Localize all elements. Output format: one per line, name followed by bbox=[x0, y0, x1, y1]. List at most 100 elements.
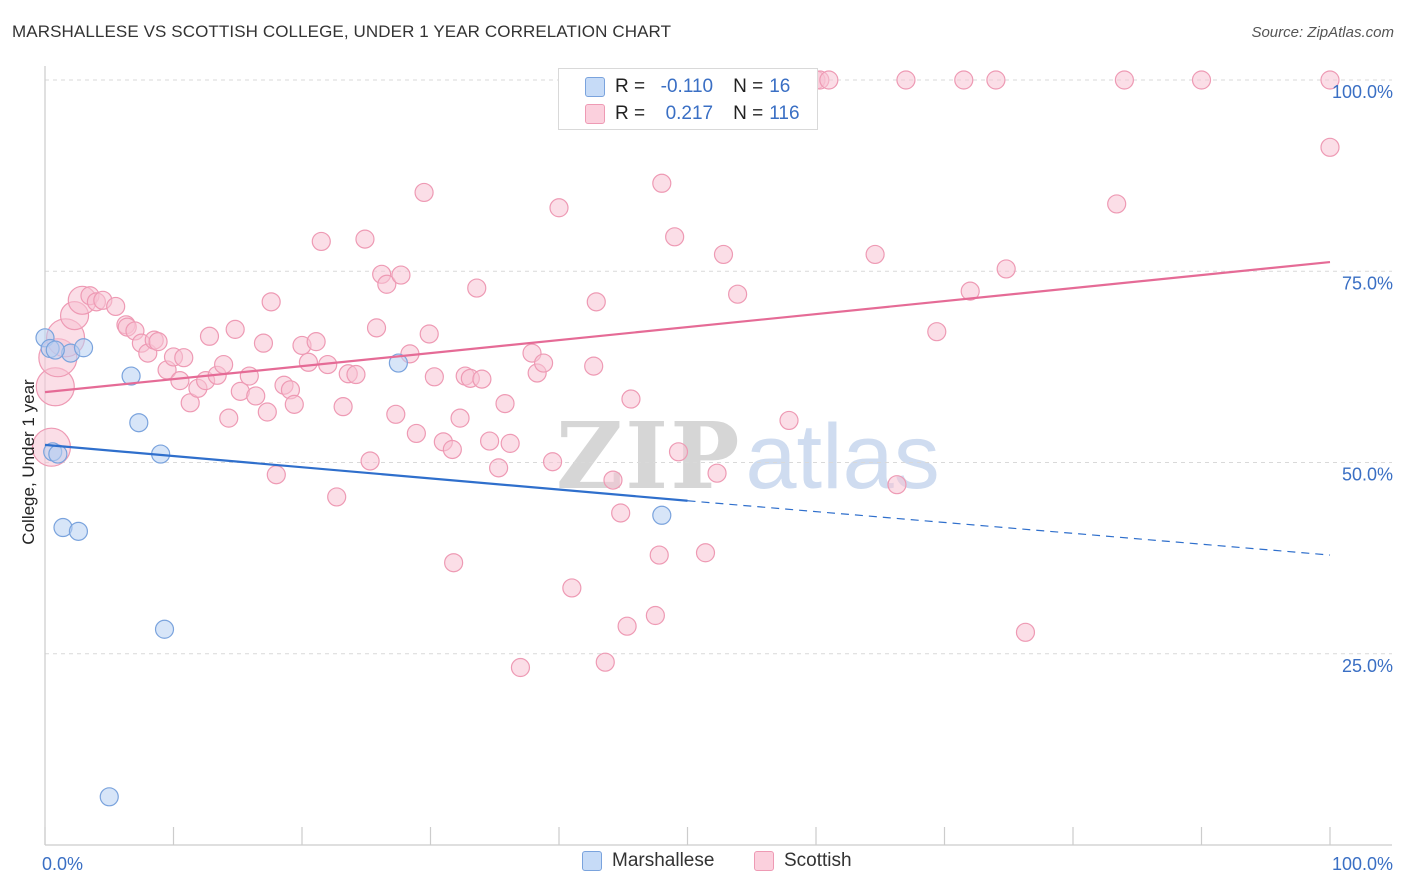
scottish-point bbox=[713, 244, 734, 265]
marshallese-point bbox=[388, 353, 408, 373]
scottish-point bbox=[170, 371, 190, 391]
scottish-point bbox=[442, 439, 462, 460]
scottish-point bbox=[246, 386, 266, 406]
scottish-point bbox=[424, 367, 444, 387]
scottish-point bbox=[954, 70, 974, 90]
legend-row-marshallese: R = -0.110 N = 16 bbox=[585, 75, 790, 99]
scottish-point bbox=[327, 487, 347, 507]
scottish-point bbox=[148, 332, 168, 352]
scottish-point bbox=[346, 364, 366, 385]
scottish-swatch bbox=[585, 104, 605, 124]
scottish-point bbox=[542, 452, 563, 472]
scottish-point bbox=[444, 553, 464, 573]
scottish-point bbox=[174, 348, 194, 368]
scottish-point bbox=[386, 404, 406, 424]
trend-layer bbox=[44, 260, 1331, 556]
scottish-point bbox=[819, 70, 839, 90]
scottish-point bbox=[214, 354, 234, 375]
scottish-point bbox=[645, 605, 665, 626]
scottish-point bbox=[306, 332, 326, 352]
scottish-point bbox=[617, 616, 637, 636]
scottish-point bbox=[414, 182, 434, 203]
scottish-point bbox=[106, 296, 126, 317]
source-note: Source: ZipAtlas.com bbox=[1251, 24, 1394, 41]
scottish-point bbox=[510, 657, 531, 678]
scottish-point bbox=[1320, 70, 1340, 90]
marshallese-swatch bbox=[582, 851, 602, 871]
series-legend: Marshallese Scottish bbox=[0, 850, 1406, 878]
scottish-point bbox=[986, 70, 1006, 90]
points-layer bbox=[31, 70, 1340, 807]
marshallese-point bbox=[48, 444, 68, 464]
scottish-point bbox=[960, 281, 980, 301]
label-layer: 25.0% 50.0% 75.0% 100.0% 0.0% 100.0% College, … bbox=[19, 82, 1393, 874]
scottish-point bbox=[1191, 70, 1212, 90]
legend-item-marshallese[interactable]: Marshallese bbox=[582, 850, 714, 872]
stats-legend: R = -0.110 N = 16 R = 0.217 N = 116 bbox=[558, 68, 818, 130]
scottish-point bbox=[495, 393, 515, 414]
scottish-point bbox=[391, 265, 411, 285]
y-tick-label: 50.0% bbox=[1342, 465, 1393, 485]
scottish-point bbox=[584, 356, 604, 376]
scottish-swatch bbox=[754, 851, 774, 871]
scottish-point bbox=[533, 353, 554, 373]
marshallese-trendline bbox=[44, 443, 688, 502]
r-label: R = bbox=[615, 103, 646, 124]
scottish-point bbox=[695, 543, 716, 563]
scottish-point bbox=[611, 503, 631, 523]
r-value: -0.110 bbox=[660, 76, 714, 97]
axis-layer bbox=[44, 66, 1392, 846]
marshallese-point bbox=[129, 413, 149, 433]
scottish-point bbox=[652, 173, 672, 193]
scottish-point bbox=[649, 545, 669, 565]
marshallese-point bbox=[73, 338, 94, 358]
marshallese-trendline-extension bbox=[687, 500, 1331, 556]
scottish-point bbox=[549, 198, 569, 218]
legend-label: Marshallese bbox=[612, 850, 715, 871]
legend-item-scottish[interactable]: Scottish bbox=[754, 850, 852, 872]
chart-title: MARSHALLESE VS SCOTTISH COLLEGE, UNDER 1… bbox=[12, 22, 672, 41]
marshallese-point bbox=[154, 619, 175, 639]
marshallese-point bbox=[652, 505, 672, 525]
scottish-point bbox=[261, 292, 281, 312]
scottish-point bbox=[366, 318, 387, 338]
scottish-point bbox=[665, 227, 685, 247]
scottish-point bbox=[1320, 137, 1340, 157]
marshallese-point bbox=[45, 340, 65, 360]
scottish-point bbox=[996, 259, 1016, 279]
scottish-point bbox=[1107, 194, 1127, 214]
scottish-point bbox=[199, 326, 220, 346]
scottish-point bbox=[311, 231, 331, 252]
scottish-point bbox=[419, 324, 439, 344]
scottish-point bbox=[489, 458, 509, 478]
n-label: N = bbox=[733, 103, 764, 124]
scottish-point bbox=[586, 292, 606, 312]
y-tick-label: 100.0% bbox=[1332, 82, 1393, 102]
scottish-point bbox=[355, 229, 375, 249]
scottish-point bbox=[450, 408, 470, 428]
scottish-point bbox=[562, 578, 582, 598]
scottish-point bbox=[377, 274, 397, 294]
scottish-point bbox=[467, 278, 487, 298]
scottish-point bbox=[707, 463, 727, 483]
n-value: 16 bbox=[769, 76, 791, 97]
scottish-point bbox=[896, 70, 916, 90]
marshallese-point bbox=[99, 787, 119, 807]
scottish-point bbox=[253, 333, 274, 353]
scottish-point bbox=[360, 451, 380, 471]
scottish-point bbox=[500, 433, 520, 453]
scottish-point bbox=[266, 465, 286, 485]
y-tick-label: 75.0% bbox=[1342, 273, 1393, 293]
marshallese-swatch bbox=[585, 77, 605, 97]
marshallese-point bbox=[68, 521, 89, 541]
scottish-point bbox=[668, 442, 689, 462]
scottish-point bbox=[1114, 70, 1135, 90]
x-tick-label: 0.0% bbox=[42, 854, 83, 874]
scottish-point bbox=[225, 319, 245, 339]
scottish-point bbox=[887, 475, 907, 495]
scottish-trendline bbox=[44, 260, 1331, 394]
legend-label: Scottish bbox=[784, 850, 852, 871]
scottish-point bbox=[865, 244, 885, 265]
scottish-point bbox=[927, 322, 947, 342]
